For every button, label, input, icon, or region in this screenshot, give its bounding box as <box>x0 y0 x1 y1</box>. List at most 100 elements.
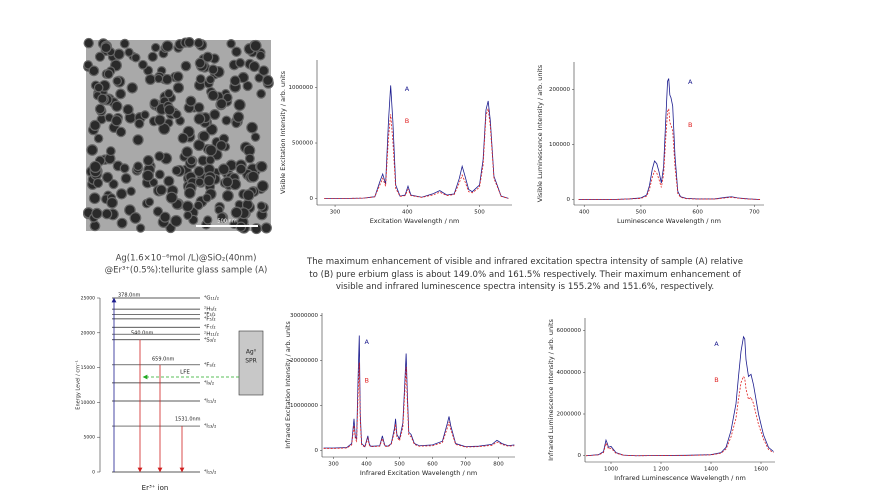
tem-particle <box>93 82 104 93</box>
sample-caption: @Er³⁺(0.5%):tellurite glass sample (A) <box>105 266 268 276</box>
tem-particle <box>195 74 206 85</box>
series-line <box>585 375 774 457</box>
x-tick-label: 400 <box>402 210 413 216</box>
tem-particle <box>88 192 101 205</box>
x-tick-label: 1400 <box>704 467 718 473</box>
tem-particle <box>205 144 218 157</box>
y-tick-label: 6000000 <box>557 328 582 334</box>
series-line <box>585 335 774 457</box>
x-tick-label: 600 <box>692 210 703 216</box>
tem-particle <box>91 207 103 220</box>
tem-particle <box>163 88 174 99</box>
y-tick-label: 0 <box>578 453 582 459</box>
x-tick-label: 400 <box>579 210 590 216</box>
legend-label: B <box>405 117 409 125</box>
tem-particle <box>126 82 138 94</box>
tem-particle <box>215 140 227 152</box>
level-label: ⁴G₁₁/₂ <box>204 295 219 302</box>
tem-particle <box>116 217 128 229</box>
y-tick-label: 30000000 <box>290 313 318 319</box>
tem-particle <box>119 163 130 174</box>
level-label: ⁴I₁₅/₂ <box>204 469 216 476</box>
tem-particle <box>144 73 156 85</box>
level-label: ²H₁₁/₂ <box>204 331 219 338</box>
tem-particle <box>233 98 246 112</box>
tem-particle <box>262 74 274 86</box>
tem-particle <box>154 73 164 84</box>
tem-particle <box>163 104 176 116</box>
energy-axis-label: Energy Level / cm⁻¹ <box>76 360 82 409</box>
tem-particle <box>202 193 212 203</box>
tem-particle <box>154 169 165 180</box>
tem-particle <box>246 121 258 134</box>
tem-particle <box>152 206 164 217</box>
level-label: ⁴F₇/₂ <box>204 324 216 331</box>
energy-tick-label: 20000 <box>81 330 95 336</box>
x-axis-label: Infrared Luminescence Wavelength / nm <box>614 474 746 482</box>
tem-particle <box>138 59 148 70</box>
x-tick-label: 1 200 <box>653 467 669 473</box>
x-tick-label: 600 <box>427 462 438 468</box>
tem-particle <box>207 64 219 75</box>
tem-particle <box>113 48 125 60</box>
tem-particle <box>205 74 216 85</box>
tem-particle <box>247 170 260 183</box>
level-label: ⁴F₉/₂ <box>204 361 216 368</box>
tem-particle <box>205 123 218 136</box>
tem-particle <box>94 103 106 115</box>
summary: The maximum enhancement of visible and i… <box>306 257 744 292</box>
level-label: ²H₉/₂ <box>204 306 217 313</box>
scale-bar <box>196 225 258 227</box>
tem-particle <box>256 180 269 193</box>
ion-label: Er³⁺ ion <box>142 484 169 492</box>
tem-particle <box>93 133 104 144</box>
energy-tick-label: 25000 <box>81 296 95 302</box>
tem-particle <box>147 51 158 62</box>
tem-particle <box>198 130 210 142</box>
tem-particle <box>129 212 142 224</box>
tem-particle <box>255 50 266 61</box>
tem-particle <box>207 89 219 102</box>
level-label: ⁴S₃/₂ <box>204 336 216 343</box>
tem-particle <box>144 197 155 207</box>
tem-particle <box>180 60 192 72</box>
y-tick-label: 0 <box>310 196 314 202</box>
tem-particle <box>133 161 143 172</box>
tem-particle <box>221 189 234 202</box>
tem-particle <box>248 60 260 73</box>
tem-particle <box>111 100 123 112</box>
tem-particle <box>185 95 197 107</box>
tem-particle <box>172 71 184 83</box>
scale-label: 500 nm <box>217 219 236 225</box>
tem-particle <box>161 40 174 53</box>
tem-particle <box>181 200 194 213</box>
tem-particle <box>244 153 255 164</box>
tem-particle <box>193 113 206 125</box>
tem-particle <box>119 38 130 49</box>
tem-particle <box>232 111 245 123</box>
tem-particle <box>202 51 214 63</box>
tem-particle <box>154 151 165 162</box>
legend-label: B <box>714 376 718 384</box>
tem-particle <box>203 174 215 187</box>
tem-particle <box>258 65 270 77</box>
tem-particle <box>242 189 255 202</box>
tem-particle <box>177 132 189 144</box>
tem-particle <box>256 201 267 211</box>
level-label: ⁴F₃/₂ <box>204 311 216 318</box>
tem-particle <box>235 163 247 175</box>
y-tick-label: 100000 <box>549 142 570 148</box>
energy-tick-label: 10000 <box>81 400 95 406</box>
series-line <box>323 362 515 449</box>
ag-spr-box <box>238 330 264 396</box>
transfer-label: LFE <box>180 370 190 376</box>
tem-particle <box>89 160 102 173</box>
y-tick-label: 200000 <box>549 87 570 93</box>
tem-particle <box>142 154 154 167</box>
tem-particle <box>108 179 119 190</box>
tem-particle <box>194 57 206 69</box>
tem-particle <box>140 110 150 120</box>
y-tick-label: 1000000 <box>289 85 314 91</box>
